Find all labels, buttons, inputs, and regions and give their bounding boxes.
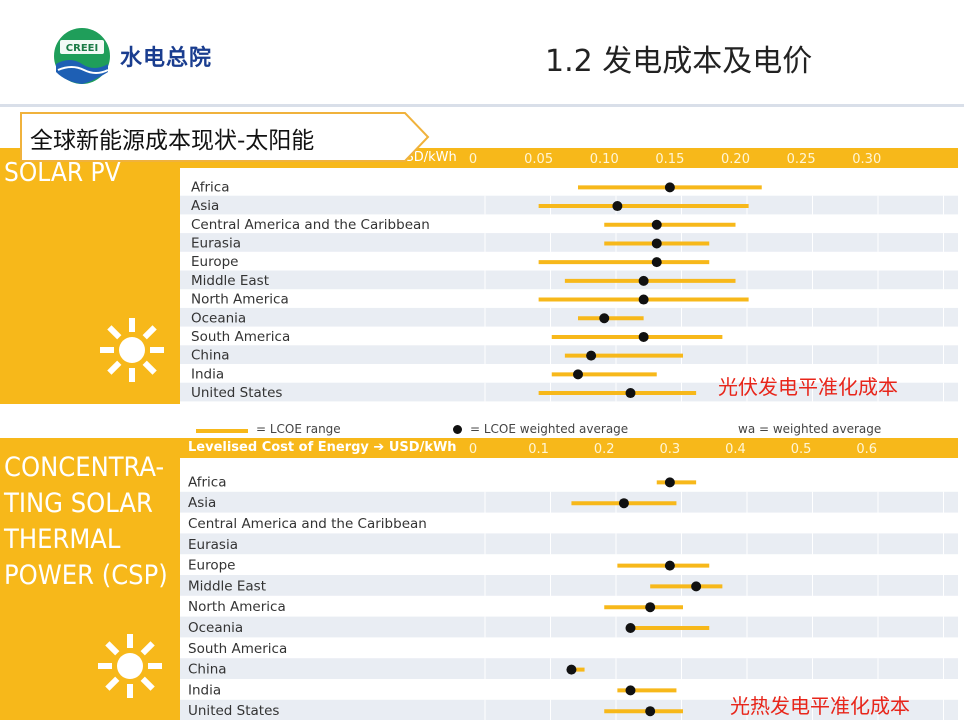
lcoe-wa-dot (566, 664, 577, 675)
tick-label: 0.1 (528, 442, 549, 457)
lcoe-wa-dot (599, 313, 610, 324)
row-label: India (191, 366, 224, 382)
legend-range-label: = LCOE range (256, 422, 341, 436)
csp-side-title: CONCENTRA- TING SOLAR THERMAL POWER (CSP… (4, 452, 168, 591)
row-label: South America (188, 641, 287, 657)
row-label: North America (188, 599, 286, 615)
row-label: China (188, 662, 227, 678)
lcoe-wa-dot (645, 602, 656, 613)
legend-abbr-label: wa = weighted average (738, 422, 882, 436)
csp-side-panel (0, 438, 180, 720)
tick-label: 0.4 (725, 442, 746, 457)
row-stripe (180, 699, 958, 720)
tick-label: 0.6 (856, 442, 877, 457)
slide-header: CREEI 水电总院 1.2 发电成本及电价 (0, 0, 964, 108)
row-stripe (180, 533, 958, 555)
row-label: Oceania (191, 310, 246, 326)
row-label: United States (188, 703, 279, 719)
row-stripe (180, 616, 958, 638)
lcoe-wa-dot (664, 560, 675, 571)
section-banner (20, 112, 430, 162)
tick-label: 0.05 (524, 152, 553, 167)
csp-axis-bar (180, 438, 958, 458)
lcoe-wa-dot (651, 238, 662, 249)
lcoe-wa-dot (664, 182, 675, 193)
tick-label: 0 (469, 442, 477, 457)
tick-label: 0.20 (721, 152, 750, 167)
lcoe-wa-dot (586, 350, 597, 361)
tick-label: 0.5 (791, 442, 812, 457)
lcoe-wa-dot (618, 498, 629, 509)
tick-label: 0.15 (655, 152, 684, 167)
csp-note: 光热发电平准化成本 (730, 694, 910, 718)
row-label: South America (191, 329, 290, 345)
lcoe-wa-dot (664, 477, 675, 488)
csp-axis-title: Levelised Cost of Energy ➔ USD/kWh (188, 440, 457, 455)
row-label: Oceania (188, 620, 243, 636)
lcoe-wa-dot (638, 331, 649, 342)
logo-badge: CREEI (66, 43, 98, 54)
tick-label: 0.30 (852, 152, 881, 167)
row-label: United States (191, 385, 282, 401)
tick-label: 0.25 (787, 152, 816, 167)
legend-dot-swatch (453, 425, 462, 434)
row-stripe (180, 233, 958, 252)
lcoe-wa-dot (651, 219, 662, 230)
row-label: India (188, 682, 221, 698)
row-label: Asia (188, 495, 216, 511)
pv-side-panel (0, 148, 180, 404)
legend-range-swatch (196, 429, 248, 433)
slide-title: 1.2 发电成本及电价 (545, 44, 813, 79)
lcoe-wa-dot (691, 581, 702, 592)
lcoe-wa-dot (651, 257, 662, 268)
sun-icon (100, 318, 164, 382)
lcoe-wa-dot (573, 369, 583, 380)
pv-note: 光伏发电平准化成本 (718, 375, 898, 399)
row-label: Central America and the Caribbean (191, 217, 430, 233)
lcoe-wa-dot (638, 294, 649, 305)
header-divider (0, 104, 964, 107)
row-label: Africa (191, 179, 230, 195)
row-label: Asia (191, 198, 219, 214)
row-stripe (180, 575, 958, 596)
row-label: Eurasia (188, 537, 238, 553)
row-stripe (180, 491, 958, 513)
lcoe-wa-dot (645, 706, 656, 717)
lcoe-wa-dot (625, 623, 636, 633)
row-label: Europe (191, 254, 238, 270)
legend-wa-label: = LCOE weighted average (470, 422, 629, 436)
row-label: Middle East (188, 578, 266, 594)
sun-icon (98, 634, 162, 698)
logo-text: 水电总院 (120, 46, 213, 71)
lcoe-wa-dot (638, 275, 649, 286)
banner-title: 全球新能源成本现状-太阳能 (30, 128, 315, 154)
row-label: North America (191, 292, 289, 308)
row-label: Central America and the Caribbean (188, 516, 427, 532)
tick-label: 0.3 (660, 442, 681, 457)
lcoe-wa-dot (625, 388, 636, 399)
row-label: Europe (188, 558, 235, 574)
creei-logo-icon: CREEI (54, 28, 110, 84)
tick-label: 0.2 (594, 442, 615, 457)
tick-label: 0.10 (590, 152, 619, 167)
row-label: China (191, 348, 230, 364)
lcoe-wa-dot (625, 685, 636, 696)
tick-label: 0 (469, 152, 477, 167)
row-label: Middle East (191, 273, 269, 289)
lcoe-wa-dot (612, 201, 623, 212)
chart-legend: = LCOE range = LCOE weighted average wa … (0, 420, 964, 438)
row-label: Africa (188, 474, 227, 490)
pv-side-title: SOLAR PV (4, 158, 121, 188)
row-label: Eurasia (191, 235, 241, 251)
row-stripe (180, 307, 958, 327)
